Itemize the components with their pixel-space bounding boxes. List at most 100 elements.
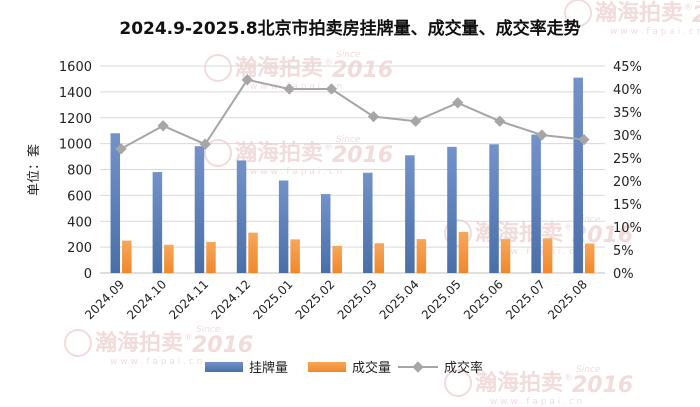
y2-tick-label: 0% [613, 267, 634, 282]
bar-listing [573, 77, 583, 273]
bar-deal [332, 245, 342, 273]
bar-deal [248, 232, 258, 273]
watermark-registered: ® [684, 3, 693, 13]
bar-listing [110, 133, 121, 273]
bar-listing [489, 144, 499, 273]
legend-swatch [308, 362, 346, 372]
y-tick-label: 800 [67, 164, 92, 179]
bar-deal [374, 243, 385, 273]
x-tick-label: 2024.12 [208, 277, 253, 322]
y-axis-ticks: 0 200 400 600 800 1000 1200 1400 1600 [59, 60, 92, 282]
bars [110, 77, 595, 273]
bar-listing [236, 160, 247, 273]
y2-tick-label: 20% [613, 175, 642, 190]
gridlines [100, 65, 605, 274]
watermark-url: w w w . f a p a i . c n [110, 357, 202, 367]
watermark-since: Since [576, 215, 601, 225]
bar-deal [164, 244, 174, 273]
y-axis-label: 单位：套 [26, 144, 42, 196]
watermark-year: 2016 [332, 58, 393, 83]
x-tick-label: 2024.09 [82, 277, 127, 322]
bar-listing [278, 180, 289, 273]
y-tick-label: 200 [67, 241, 92, 256]
watermark-url: w w w . f a p a i . c n [250, 167, 342, 177]
y2-tick-label: 30% [613, 129, 642, 144]
rate-point [157, 120, 169, 132]
rate-point [536, 129, 548, 141]
y-tick-label: 1600 [59, 60, 92, 75]
y-tick-label: 400 [67, 215, 92, 230]
bar-deal [542, 238, 553, 273]
bar-listing [194, 146, 205, 273]
bar-deal [500, 239, 511, 273]
bar-listing [405, 155, 415, 273]
bar-deal [584, 243, 595, 273]
bar-deal [458, 231, 469, 273]
watermark-brand: 瀚海拍卖 [595, 0, 683, 26]
rate-point [409, 115, 422, 127]
y2-tick-label: 15% [613, 198, 642, 213]
x-tick-label: 2025.06 [461, 277, 506, 322]
y2-tick-label: 25% [613, 152, 642, 167]
x-tick-label: 2024.10 [124, 277, 169, 322]
x-tick-label: 2025.08 [545, 277, 590, 322]
y2-tick-label: 35% [613, 106, 642, 121]
rate-point [494, 115, 506, 127]
watermark-brand: 瀚海拍卖 [475, 370, 563, 396]
chart-title: 2024.9-2025.8北京市拍卖房挂牌量、成交量、成交率走势 [119, 18, 580, 39]
watermark-since: Since [696, 0, 700, 5]
watermark-since: Since [336, 135, 361, 145]
watermark-since: Since [336, 50, 361, 60]
legend-label: 成交率 [444, 360, 483, 376]
x-tick-label: 2025.01 [251, 277, 296, 322]
x-tick-label: 2025.07 [503, 277, 548, 322]
watermark-year: 2016 [332, 143, 393, 168]
watermark-registered: ® [564, 373, 573, 383]
y-tick-label: 1400 [59, 86, 92, 101]
rate-series-line [120, 78, 585, 150]
legend-swatch-marker [412, 361, 424, 373]
rate-point [578, 133, 590, 146]
y-tick-label: 600 [67, 189, 92, 204]
watermark-url: w w w . f a p a i . c n [610, 27, 700, 37]
watermark-year: 2016 [192, 333, 253, 358]
bar-deal [122, 240, 132, 273]
legend-swatch [205, 362, 243, 372]
y-tick-label: 1200 [59, 112, 92, 127]
legend-item: 成交量 [308, 360, 391, 376]
legend-item: 挂牌量 [205, 360, 288, 376]
legend-label: 成交量 [352, 360, 391, 376]
rate-point [367, 110, 380, 123]
watermark-url: w w w . f a p a i . c n [250, 82, 342, 92]
y2-axis-ticks: 0% 5% 10% 15% 20% 25% 30% 35% 40% 45% [613, 60, 642, 282]
legend-item: 成交率 [398, 360, 483, 376]
y2-tick-label: 40% [613, 83, 642, 98]
bar-listing [531, 134, 541, 273]
legend-label: 挂牌量 [249, 360, 288, 376]
watermark-year: 2016 [692, 3, 700, 28]
bar-deal [416, 239, 427, 273]
watermark-brand: 瀚海拍卖 [95, 330, 183, 356]
watermark-registered: ® [324, 143, 333, 153]
bar-listing [447, 146, 457, 273]
watermark-since: Since [576, 365, 601, 375]
x-tick-label: 2024.11 [166, 277, 211, 322]
y2-tick-label: 45% [613, 60, 642, 75]
y2-tick-label: 10% [613, 221, 642, 236]
bar-listing [363, 172, 373, 273]
x-tick-label: 2025.05 [419, 277, 464, 322]
y-tick-label: 0 [84, 267, 92, 282]
bar-listing [152, 172, 163, 273]
bar-listing [320, 194, 331, 273]
y-tick-label: 1000 [59, 138, 92, 153]
bar-deal [290, 239, 300, 273]
